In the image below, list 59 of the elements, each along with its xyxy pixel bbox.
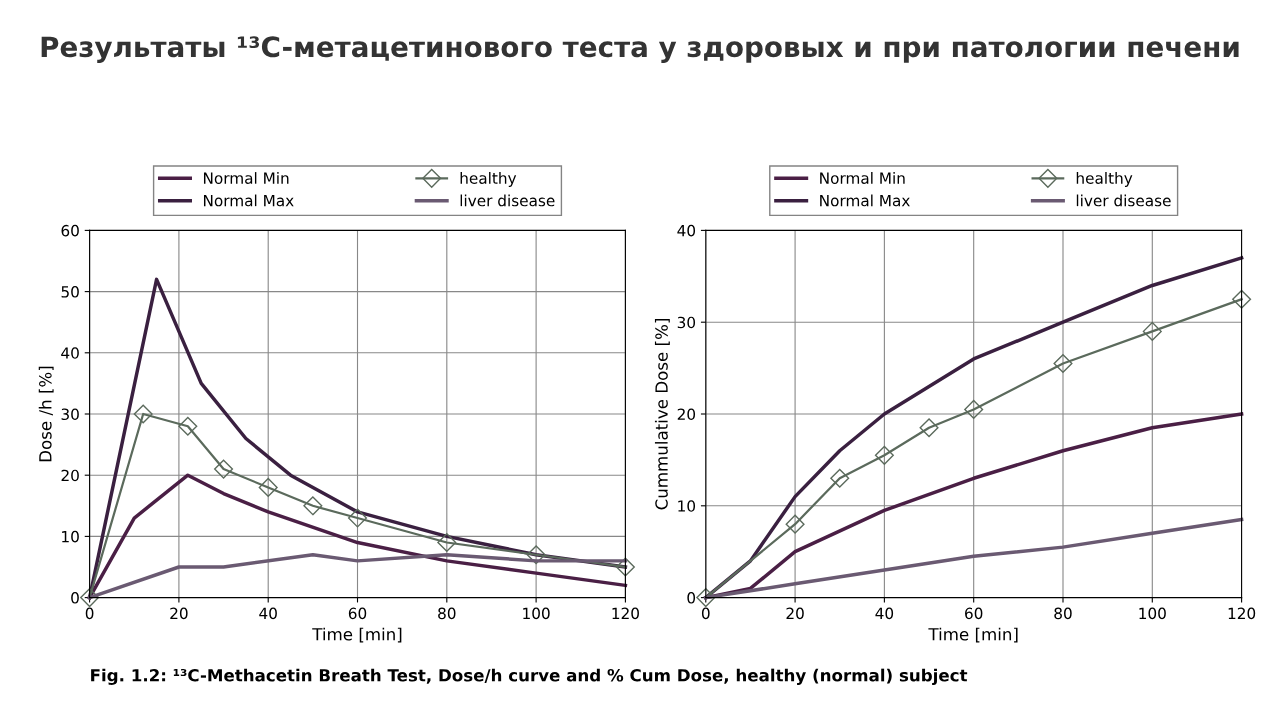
point: [1142, 321, 1162, 341]
x-tick-label: 100: [1139, 607, 1166, 620]
point: [830, 468, 850, 488]
legend-label: healthy: [460, 172, 517, 187]
legend-label: liver disease: [460, 194, 555, 207]
y-tick-label: 40: [61, 347, 79, 359]
y-tick-label: 40: [677, 224, 696, 237]
y-tick-label: 10: [678, 500, 696, 512]
legend-label: Normal Min: [203, 172, 289, 184]
point: [178, 416, 198, 436]
point: [303, 496, 323, 516]
point: [615, 557, 635, 577]
y-tick-label: 60: [61, 224, 79, 237]
point: [785, 514, 805, 534]
legend-label: Normal Max: [203, 194, 294, 207]
x-tick-label: 40: [875, 607, 894, 620]
point: [696, 588, 716, 608]
point: [214, 459, 234, 479]
x-tick-label: 80: [438, 607, 456, 620]
legend-label: liver disease: [1076, 194, 1171, 207]
y-axis-title: Cummulative Dose [%]: [654, 319, 670, 510]
y-axis-title: Dose /h [%]: [38, 366, 54, 462]
x-tick-label: 100: [523, 607, 550, 620]
y-tick-label: 0: [71, 592, 79, 604]
x-tick-label: 120: [1228, 607, 1256, 620]
legend-label: Normal Min: [820, 172, 905, 184]
x-tick-label: 40: [259, 607, 277, 620]
point: [437, 532, 457, 553]
x-tick-label: 0: [701, 607, 710, 620]
point: [347, 508, 368, 528]
x-tick-label: 60: [348, 607, 367, 620]
point: [874, 445, 894, 465]
point: [919, 418, 939, 438]
point: [526, 545, 546, 565]
x-tick-label: 80: [1054, 607, 1072, 620]
x-tick-label: 60: [965, 607, 983, 620]
point: [1053, 353, 1073, 374]
point: [1232, 289, 1252, 309]
legend-label: Normal Max: [820, 194, 910, 207]
y-tick-label: 10: [62, 530, 79, 543]
y-tick-label: 50: [61, 286, 79, 298]
y-tick-label: 30: [677, 316, 696, 329]
point: [133, 404, 153, 424]
x-axis-title: Time [min]: [928, 627, 1018, 643]
x-tick-label: 20: [170, 607, 188, 620]
point: [964, 399, 984, 419]
chart-title: Результаты ¹³C-метацетинового теста у здоровых и при патологии печени: [41, 36, 1239, 63]
y-tick-label: 0: [687, 592, 696, 604]
point: [80, 588, 100, 608]
y-tick-label: 20: [677, 408, 696, 421]
y-tick-label: 20: [61, 469, 79, 482]
caption: Fig. 1.2: ¹³C-Methacetin Breath Test, Dose/h curve and % Cum Dose, healthy (normal) subject: [91, 668, 968, 685]
x-tick-label: 120: [612, 607, 639, 620]
x-tick-label: 20: [786, 607, 804, 620]
x-axis-title: Time [min]: [312, 627, 402, 643]
point: [258, 477, 278, 497]
legend-label: healthy: [1076, 172, 1133, 187]
y-tick-label: 30: [61, 408, 79, 421]
x-tick-label: 0: [85, 607, 94, 620]
